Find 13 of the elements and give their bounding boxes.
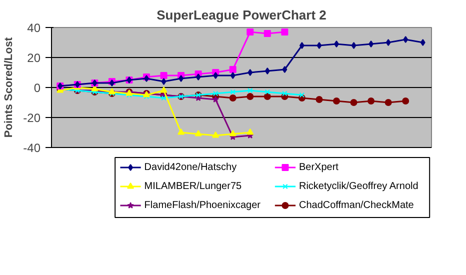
y-tick-label: -40	[23, 141, 41, 155]
legend-label: FlameFlash/Phoenixcager	[144, 200, 262, 211]
y-tick-label: 20	[27, 51, 41, 65]
y-axis-title: Points Scored/Lost	[3, 37, 16, 138]
y-tick-label: 0	[34, 81, 41, 95]
y-tick-label: 40	[27, 21, 41, 35]
legend-label: ChadCoffman/CheckMate	[298, 200, 414, 211]
chart-title: SuperLeague PowerChart 2	[156, 8, 326, 22]
legend-label: BerXpert	[298, 162, 339, 173]
legend-label: Ricketyclik/Geoffrey Arnold	[298, 181, 418, 192]
legend-label: MILAMBER/Lunger75	[144, 181, 242, 192]
legend-label: David42one/Hatschy	[144, 162, 237, 173]
y-tick-label: -20	[23, 111, 41, 125]
